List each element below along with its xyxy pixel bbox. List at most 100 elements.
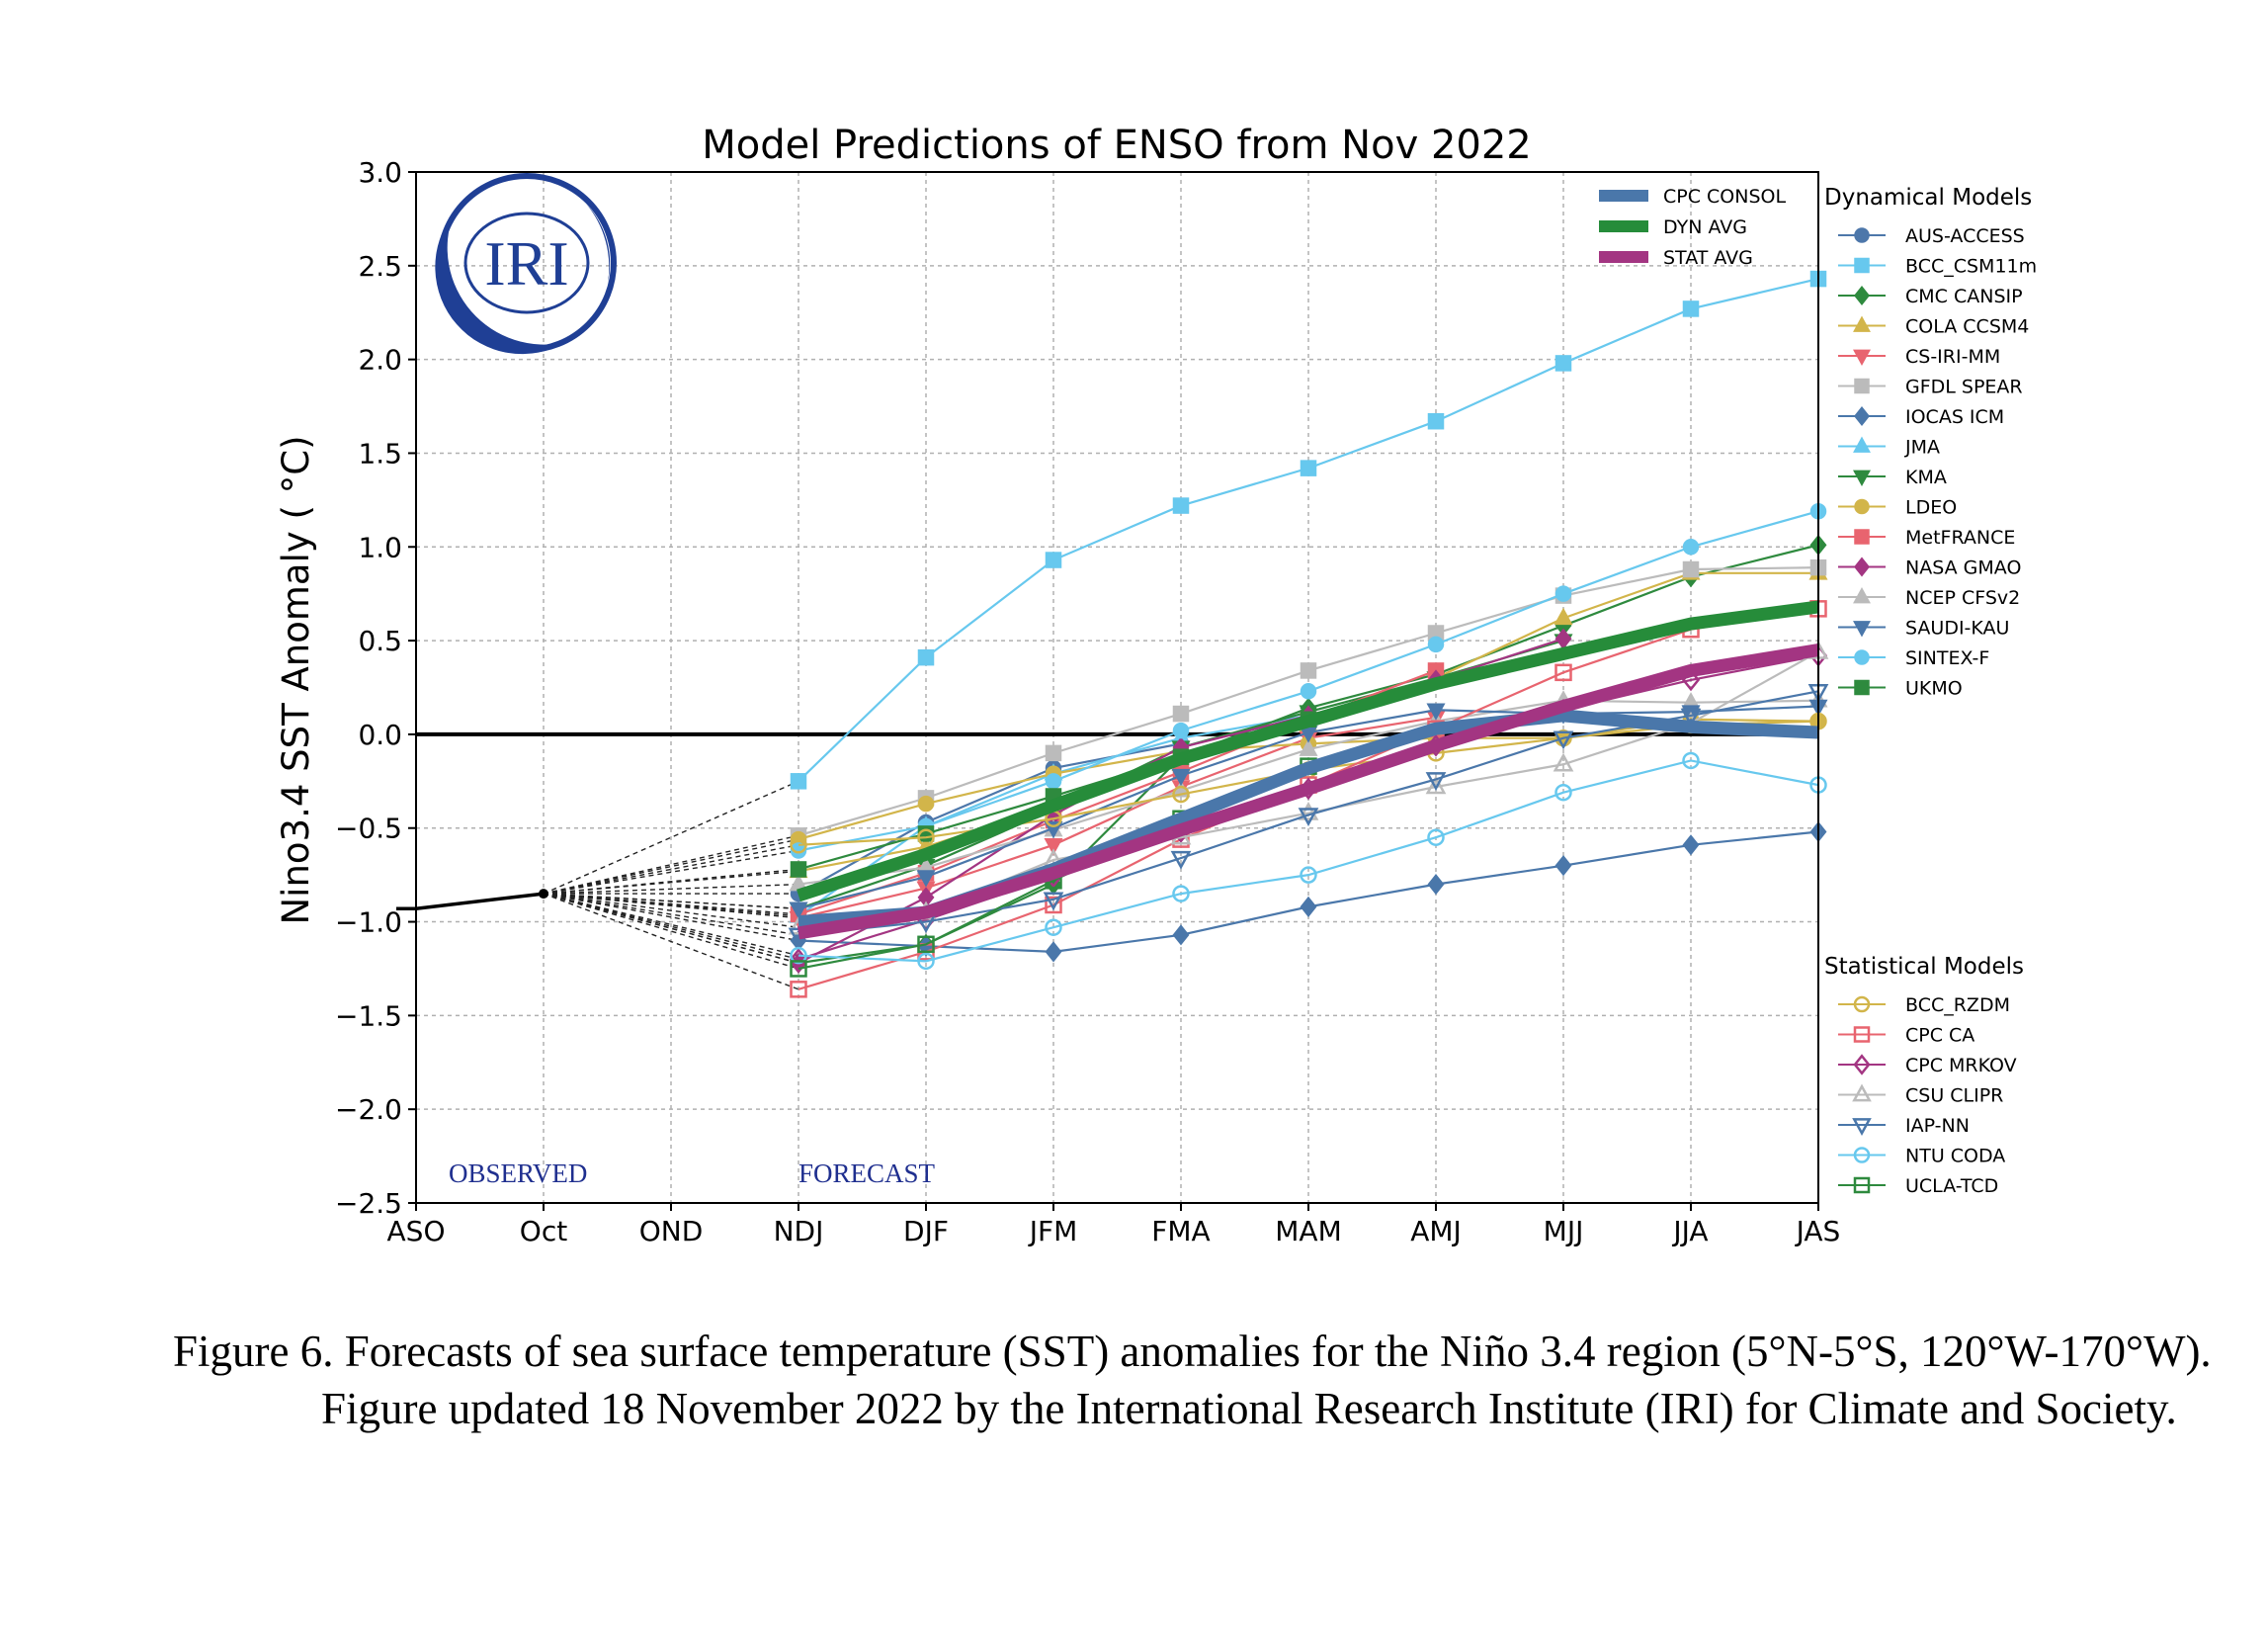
data-point <box>1854 257 1870 274</box>
data-point <box>1853 315 1871 332</box>
data-point <box>1853 995 1871 1013</box>
y-tick-label: 1.0 <box>358 531 402 563</box>
y-tick-label: −1.0 <box>335 906 402 939</box>
data-point <box>1852 1118 1872 1136</box>
data-point <box>1172 785 1190 804</box>
x-tick-label: Oct <box>520 1215 567 1247</box>
data-point <box>1853 349 1871 366</box>
x-tick-label: FMA <box>1151 1215 1210 1247</box>
y-tick-label: −2.5 <box>335 1187 402 1220</box>
y-tick-label: 2.5 <box>358 250 402 283</box>
data-point <box>790 981 807 998</box>
y-axis-label: Nino3.4 SST Anomaly ( °C) <box>275 435 317 924</box>
legend-label: CPC MRKOV <box>1905 1055 2017 1076</box>
y-tick-label: 0.0 <box>358 719 402 751</box>
data-point <box>1854 649 1870 665</box>
link-line <box>543 780 799 895</box>
legend-label: SAUDI-KAU <box>1905 618 2009 640</box>
x-tick-label: JAS <box>1795 1215 1841 1247</box>
data-point <box>790 773 807 790</box>
data-point <box>1680 708 1702 728</box>
y-tick-label: 1.5 <box>358 437 402 470</box>
legend-label: KMA <box>1905 467 1947 488</box>
data-point <box>1853 1147 1871 1163</box>
link-line <box>543 893 799 915</box>
x-tick-label: MAM <box>1275 1215 1341 1247</box>
legend-label: CPC CA <box>1905 1025 1974 1047</box>
data-point <box>917 795 935 813</box>
x-tick-label: MJJ <box>1544 1215 1584 1247</box>
legend-dynamical: Dynamical Models AUS-ACCESS BCC_CSM11m CMC … <box>1824 185 2037 700</box>
data-point <box>1427 412 1445 430</box>
y-axis-ticks: −2.5 −2.0 −1.5 −1.0 −0.5 0.0 0.5 1.0 1.5 2.0 2.5 3.… <box>335 156 416 1220</box>
link-line <box>543 838 799 895</box>
legend-label: UCLA-TCD <box>1905 1175 1998 1197</box>
legend-label: NCEP CFSv2 <box>1905 587 2020 609</box>
legend-statistical: Statistical Models BCC_RZDM CPC CA CPC MRKO… <box>1824 954 2024 1197</box>
data-point <box>1682 300 1700 317</box>
data-point <box>1854 529 1870 545</box>
data-point <box>1853 1026 1871 1043</box>
x-tick-label: ASO <box>387 1215 446 1247</box>
data-point <box>1854 406 1870 426</box>
legend-label: CSU CLIPR <box>1905 1085 2003 1107</box>
data-point <box>1045 896 1062 914</box>
legend-label: UKMO <box>1905 678 1963 700</box>
data-point <box>1682 834 1700 856</box>
iri-logo: IRI <box>435 173 617 355</box>
data-point <box>1854 498 1870 515</box>
observed-series <box>396 889 548 911</box>
data-point <box>1853 470 1871 486</box>
legend-label: GFDL SPEAR <box>1905 377 2023 398</box>
data-point <box>1172 924 1190 946</box>
data-point <box>1554 628 1572 649</box>
link-line <box>543 893 799 909</box>
series-ntu-coda <box>790 751 1827 971</box>
data-point <box>1854 378 1870 394</box>
legend-label: LDEO <box>1905 497 1957 519</box>
legend-title: Statistical Models <box>1824 954 2024 980</box>
data-point <box>1300 866 1317 884</box>
y-tick-label: 0.5 <box>358 625 402 657</box>
data-point <box>1682 539 1700 556</box>
data-point <box>917 935 935 954</box>
data-point <box>1043 892 1064 911</box>
observed-point <box>539 889 548 900</box>
data-point <box>1044 838 1063 856</box>
legend-label: JMA <box>1904 437 1940 459</box>
data-point <box>1554 607 1573 626</box>
y-tick-label: −0.5 <box>335 813 402 845</box>
data-point <box>1853 587 1871 604</box>
data-point <box>790 842 807 859</box>
link-line <box>543 844 799 895</box>
link-line <box>543 849 799 895</box>
data-point <box>1682 560 1700 578</box>
data-point <box>1045 918 1062 936</box>
consensus-line-dyn-avg <box>796 600 1819 902</box>
data-point <box>1298 808 1319 827</box>
legend-label: CMC CANSIP <box>1905 286 2023 307</box>
data-point <box>1853 1054 1871 1075</box>
data-point <box>1172 497 1190 514</box>
data-point <box>1553 730 1574 750</box>
link-line <box>543 893 799 928</box>
legend-label: BCC_CSM11m <box>1905 256 2037 278</box>
data-point <box>1554 783 1572 802</box>
data-point <box>917 648 935 666</box>
data-point <box>1172 705 1190 723</box>
data-point <box>1854 286 1870 305</box>
data-point <box>1554 355 1572 372</box>
data-point <box>789 901 808 919</box>
legend-label: SINTEX-F <box>1905 647 1989 669</box>
legend-label: MetFRANCE <box>1905 527 2015 549</box>
data-point <box>917 828 935 846</box>
legend-consensus: CPC CONSOL DYN AVG STAT AVG <box>1599 186 1786 269</box>
data-point <box>1425 775 1447 795</box>
consensus-series <box>796 600 1820 940</box>
legend-label: CS-IRI-MM <box>1905 346 2000 368</box>
data-point <box>1045 744 1062 762</box>
data-point <box>1172 722 1190 739</box>
legend-title: Dynamical Models <box>1824 185 2032 211</box>
series-bcc-csm11m <box>790 270 1827 790</box>
legend-label: NTU CODA <box>1905 1146 2005 1167</box>
